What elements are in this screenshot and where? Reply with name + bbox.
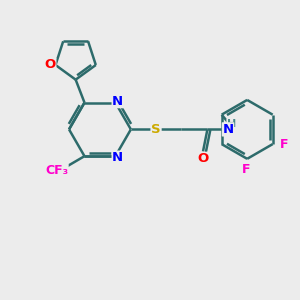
- Text: S: S: [151, 123, 161, 136]
- Text: CF₃: CF₃: [45, 164, 68, 177]
- Text: F: F: [242, 163, 250, 176]
- Text: O: O: [45, 58, 56, 71]
- Text: N: N: [223, 123, 234, 136]
- Text: F: F: [280, 138, 288, 151]
- Text: N: N: [112, 151, 123, 164]
- Text: O: O: [197, 152, 208, 165]
- Text: N: N: [112, 94, 123, 108]
- Text: H: H: [227, 119, 236, 129]
